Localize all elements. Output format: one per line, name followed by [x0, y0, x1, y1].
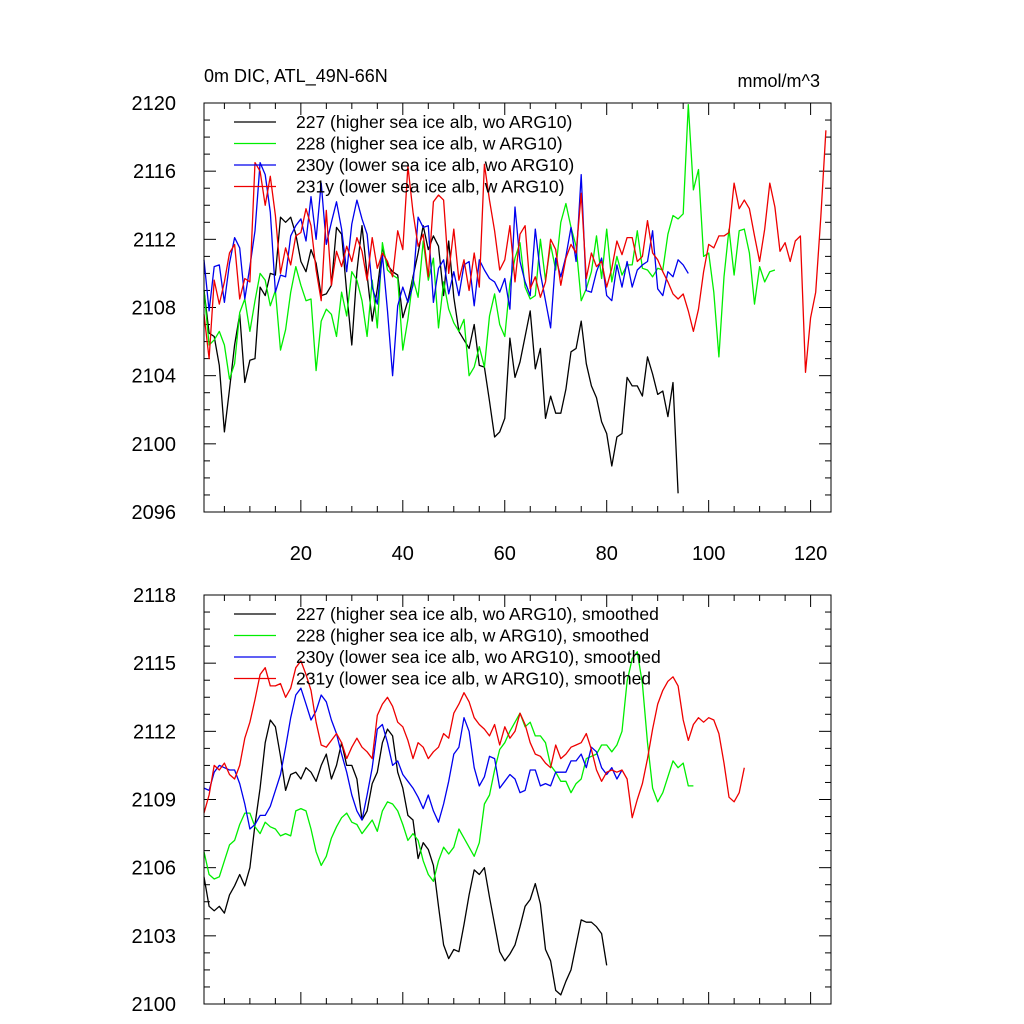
top-ytick-label: 2104 — [132, 366, 177, 388]
top-xtick-label: 80 — [596, 543, 618, 565]
top-xtick-label: 40 — [392, 543, 414, 565]
bottom-legend: 227 (higher sea ice alb, wo ARG10), smoo… — [234, 604, 661, 689]
top-series-line-0 — [203, 216, 679, 494]
top-series-line-3 — [203, 130, 827, 373]
top-axis-ticks: 2096 2100 2104 2108 2112 2116 2120 20 40 60 80 100 1… — [132, 93, 831, 565]
top-legend-label-3: 231y (lower sea ice alb, w ARG10) — [296, 177, 564, 197]
bottom-series-line-3 — [203, 660, 745, 819]
top-ytick-label: 2120 — [132, 93, 177, 115]
bottom-ytick-label: 2118 — [133, 585, 176, 607]
top-legend-label-1: 228 (higher sea ice alb, w ARG10) — [296, 134, 563, 154]
top-legend: 227 (higher sea ice alb, wo ARG10)228 (h… — [234, 112, 574, 197]
top-ytick-label: 2116 — [133, 161, 176, 183]
top-chart-units: mmol/m^3 — [738, 71, 820, 91]
top-ytick-label: 2096 — [132, 502, 177, 524]
top-chart-title: 0m DIC, ATL_49N-66N — [204, 66, 388, 87]
top-panel: 0m DIC, ATL_49N-66N mmol/m^3 2096 2100 210… — [132, 66, 832, 565]
bottom-ytick-label: 2106 — [132, 858, 177, 880]
top-legend-label-0: 227 (higher sea ice alb, wo ARG10) — [296, 112, 572, 132]
bottom-series-line-1 — [203, 651, 694, 882]
bottom-axis-ticks: 2100 2103 2106 2109 2112 2115 2118 — [132, 585, 831, 1016]
top-xtick-label: 100 — [692, 543, 725, 565]
bottom-legend-label-1: 228 (higher sea ice alb, w ARG10), smoot… — [296, 626, 649, 646]
top-ytick-label: 2112 — [133, 229, 176, 251]
top-xtick-label: 60 — [494, 543, 516, 565]
bottom-plot-frame — [203, 594, 832, 1005]
top-ytick-label: 2108 — [132, 298, 177, 320]
bottom-ytick-label: 2109 — [132, 790, 177, 812]
top-xtick-label: 20 — [290, 543, 312, 565]
bottom-legend-label-3: 231y (lower sea ice alb, w ARG10), smoot… — [296, 669, 651, 689]
bottom-legend-label-2: 230y (lower sea ice alb, wo ARG10), smoo… — [296, 647, 661, 667]
top-ytick-label: 2100 — [132, 434, 177, 456]
bottom-ytick-label: 2103 — [132, 926, 177, 948]
top-xtick-label: 120 — [794, 543, 827, 565]
bottom-panel: 2100 2103 2106 2109 2112 2115 2118 227 (higher… — [132, 585, 832, 1016]
top-series-line-1 — [203, 104, 776, 380]
bottom-legend-label-0: 227 (higher sea ice alb, wo ARG10), smoo… — [296, 604, 659, 624]
bottom-series-lines — [203, 651, 745, 996]
top-plot-frame — [203, 102, 832, 513]
bottom-ytick-label: 2115 — [133, 653, 176, 675]
top-series-line-2 — [203, 161, 689, 377]
bottom-ytick-label: 2100 — [132, 994, 177, 1016]
bottom-series-line-0 — [203, 719, 608, 996]
top-series-lines — [203, 104, 827, 494]
bottom-ytick-label: 2112 — [133, 721, 176, 743]
bottom-series-line-2 — [203, 687, 623, 830]
top-legend-label-2: 230y (lower sea ice alb, wo ARG10) — [296, 155, 574, 175]
